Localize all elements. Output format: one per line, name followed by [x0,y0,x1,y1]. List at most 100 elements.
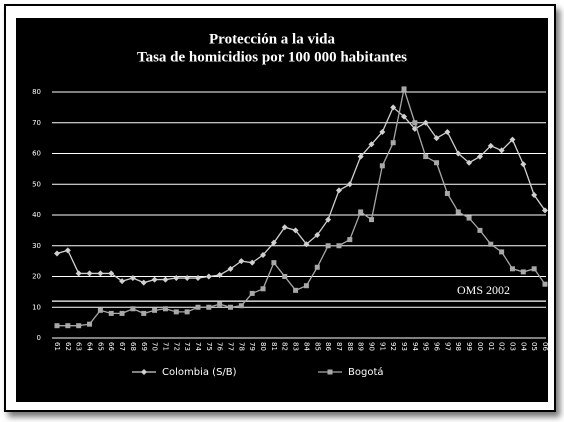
x-tick-label: 68 [129,342,137,351]
data-point [488,241,494,247]
data-point [281,224,288,231]
x-tick-label: 74 [194,342,202,351]
data-point [260,251,267,258]
data-point [358,209,364,215]
data-point [119,278,126,285]
x-tick-label: 61 [53,342,61,351]
data-point [379,163,385,169]
data-point [434,160,440,166]
data-point [64,247,71,254]
x-tick-label: 93 [400,342,408,351]
data-point [346,181,353,188]
data-point [422,119,429,126]
legend-marker [327,369,333,375]
data-point [466,159,473,166]
data-point [249,290,255,296]
legend-label: Bogotá [348,366,384,378]
data-point [487,142,494,149]
data-point [336,243,342,249]
data-point [206,304,212,310]
x-tick-label: 91 [378,342,386,351]
x-tick-label: 71 [161,342,169,351]
x-tick-label: 82 [281,342,289,351]
y-tick-label: 30 [32,242,41,250]
data-point [325,243,331,249]
data-point [173,309,179,315]
x-tick-label: 05 [530,342,538,351]
x-tick-label: 72 [172,342,180,351]
data-point [542,207,548,214]
data-point [260,286,266,292]
data-point [368,217,374,223]
x-tick-label: 67 [118,342,126,351]
series-line [56,106,546,284]
x-tick-label: 80 [259,342,267,351]
data-point [423,154,429,160]
data-point [531,266,537,272]
data-point [75,270,82,277]
x-tick-label: 98 [454,342,462,351]
y-tick-label: 0 [37,334,41,342]
x-tick-label: 00 [476,342,484,351]
data-point [401,86,407,92]
data-point [162,276,169,283]
data-point [390,104,397,111]
data-point [444,128,451,135]
data-point [498,147,505,154]
x-tick-label: 04 [519,342,527,351]
data-point [314,264,320,270]
x-tick-label: 81 [270,342,278,351]
data-point [97,307,103,313]
x-tick-label: 79 [248,342,256,351]
data-point [499,249,505,255]
data-point [542,281,548,287]
x-tick-label: 01 [487,342,495,351]
x-tick-label: 63 [75,342,83,351]
x-tick-label: 90 [367,342,375,351]
data-point [217,301,223,307]
x-tick-label: 03 [508,342,516,351]
data-point [249,259,256,266]
data-point [390,140,396,146]
data-point [347,237,353,243]
data-point [531,192,538,199]
x-tick-label: 76 [216,342,224,351]
data-point [119,310,125,316]
data-point [509,136,516,143]
y-tick-label: 20 [32,273,41,281]
data-point [227,265,234,272]
data-point [270,239,277,246]
data-point [271,260,277,266]
data-point [173,275,180,282]
x-tick-label: 02 [498,342,506,351]
data-point [455,150,462,157]
annotation: OMS 2002 [457,283,510,297]
x-tick-label: 73 [183,342,191,351]
x-tick-label: 95 [422,342,430,351]
data-point [401,113,408,120]
x-tick-label: 70 [151,342,159,351]
data-point [141,310,147,316]
data-point [194,275,201,282]
data-point [335,187,342,194]
data-point [108,270,115,277]
data-point [509,266,515,272]
data-point [195,304,201,310]
data-point [520,269,526,275]
data-point [282,274,288,279]
x-tick-label: 62 [64,342,72,351]
data-point [293,287,299,293]
data-point [86,270,93,277]
data-point [303,241,310,248]
data-point [76,323,82,329]
data-point [444,190,450,196]
data-point [292,227,299,234]
data-point [379,128,386,135]
x-tick-label: 78 [237,342,245,351]
x-tick-label: 86 [324,342,332,351]
data-point [162,306,168,312]
x-tick-label: 94 [411,342,419,351]
data-point [184,275,191,282]
data-point [455,209,461,215]
